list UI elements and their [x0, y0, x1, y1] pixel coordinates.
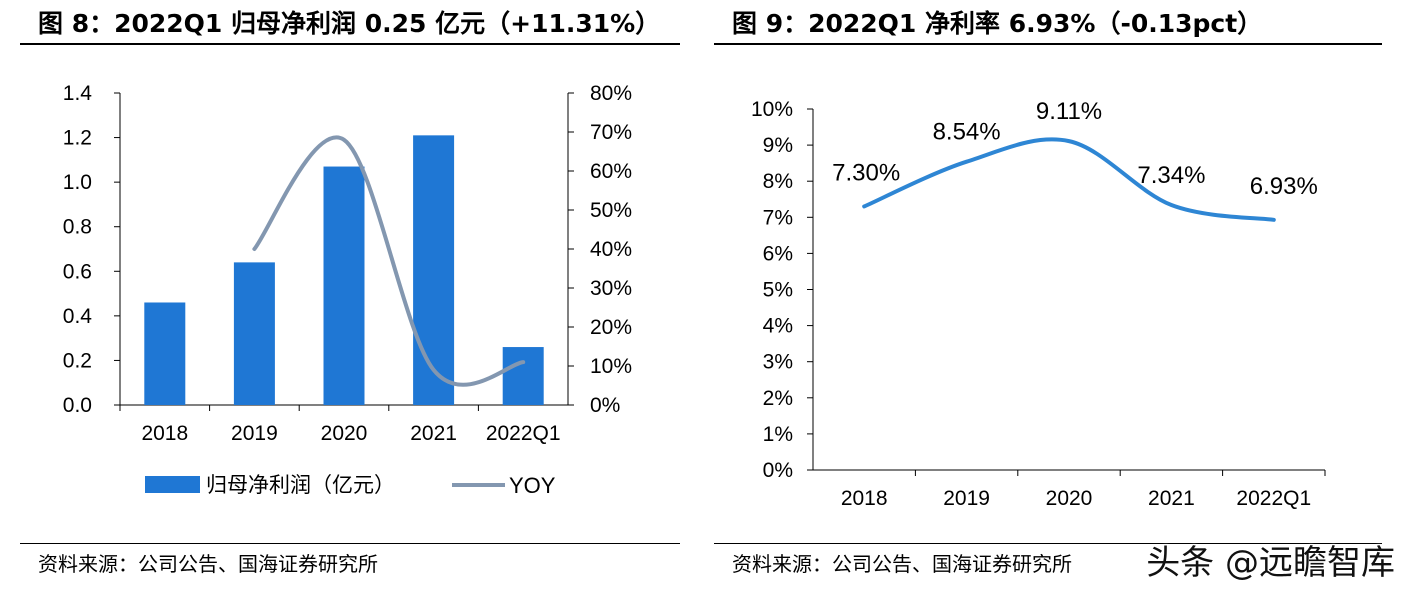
data-label-2018: 7.30% [832, 159, 900, 186]
x-tick-label: 2018 [841, 487, 888, 510]
right-y-tick-label: 70% [590, 121, 632, 144]
x-tick-label: 2021 [1148, 487, 1195, 510]
right-y-tick-label: 20% [590, 316, 632, 339]
right-y-tick-label: 10% [590, 355, 632, 378]
data-label-2022Q1: 6.93% [1250, 173, 1318, 200]
x-tick-label: 2022Q1 [486, 422, 561, 445]
yoy-line [252, 135, 526, 387]
right-footer-rule [714, 543, 1382, 544]
y-tick-label: 2% [763, 387, 793, 410]
data-label-2019: 8.54% [933, 119, 1001, 146]
data-label-2021: 7.34% [1137, 162, 1205, 189]
profit-bar-2018 [144, 302, 186, 405]
y-tick-label: 4% [763, 315, 793, 338]
y-tick-label: 6% [763, 242, 793, 265]
x-tick-label: 2020 [321, 422, 368, 445]
right-y-tick-label: 40% [590, 238, 632, 261]
y-tick-label: 3% [763, 351, 793, 374]
x-tick-label: 2019 [231, 422, 278, 445]
x-tick-label: 2022Q1 [1236, 487, 1311, 510]
left-y-tick-label: 1.0 [63, 171, 92, 194]
legend-bar-swatch [145, 476, 200, 493]
profit-bar-2020 [323, 166, 365, 405]
right-chart-title: 图 9：2022Q1 净利率 6.93%（-0.13pct） [732, 9, 1263, 38]
left-y-tick-label: 0.8 [63, 216, 92, 239]
legend-line-label: YOY [509, 473, 556, 498]
x-tick-label: 2021 [410, 422, 457, 445]
profit-bar-2019 [233, 262, 275, 405]
left-y-tick-label: 0.2 [63, 349, 92, 372]
y-tick-label: 1% [763, 423, 793, 446]
watermark: 头条 @远瞻智库 [1146, 543, 1395, 583]
right-source-note: 资料来源：公司公告、国海证券研究所 [732, 552, 1072, 576]
y-tick-label: 7% [763, 206, 793, 229]
x-tick-label: 2019 [943, 487, 990, 510]
left-y-tick-label: 1.2 [63, 127, 92, 150]
left-chart-title: 图 8：2022Q1 归母净利润 0.25 亿元（+11.31%） [38, 9, 661, 38]
right-y-tick-label: 50% [590, 199, 632, 222]
right-y-tick-label: 0% [590, 394, 620, 417]
left-y-tick-label: 0.6 [63, 260, 92, 283]
profit-bar-2021 [413, 135, 455, 406]
y-tick-label: 8% [763, 170, 793, 193]
y-tick-label: 5% [763, 279, 793, 302]
x-tick-label: 2020 [1046, 487, 1093, 510]
profit-bar-2022Q1 [502, 347, 544, 405]
legend-bar-label: 归母净利润（亿元） [206, 473, 395, 497]
left-y-tick-label: 1.4 [63, 82, 93, 105]
right-y-tick-label: 80% [590, 82, 632, 105]
data-label-2020: 9.11% [1036, 98, 1102, 125]
left-y-tick-label: 0.4 [63, 305, 93, 328]
left-y-tick-label: 0.0 [63, 394, 92, 417]
y-tick-label: 0% [763, 459, 793, 482]
x-tick-label: 2018 [141, 422, 188, 445]
right-y-tick-label: 30% [590, 277, 632, 300]
y-tick-label: 10% [751, 98, 793, 121]
right-title-rule [714, 43, 1382, 45]
left-footer-rule [20, 543, 680, 544]
net-margin-chart: 0% 1% 2% 3% 4% 5% 6% 7% 8% 9% 10% 2018 2019 2020 2021 2… [751, 98, 1326, 510]
net-profit-chart: 0.0 0.2 0.4 0.6 0.8 1.0 1.2 1.4 0% 10% 20% 30% 40% 50… [63, 82, 632, 498]
left-source-note: 资料来源：公司公告、国海证券研究所 [38, 552, 378, 576]
y-tick-label: 9% [763, 134, 793, 157]
net-margin-line [862, 137, 1276, 222]
right-y-tick-label: 60% [590, 160, 632, 183]
left-title-rule [20, 43, 680, 45]
